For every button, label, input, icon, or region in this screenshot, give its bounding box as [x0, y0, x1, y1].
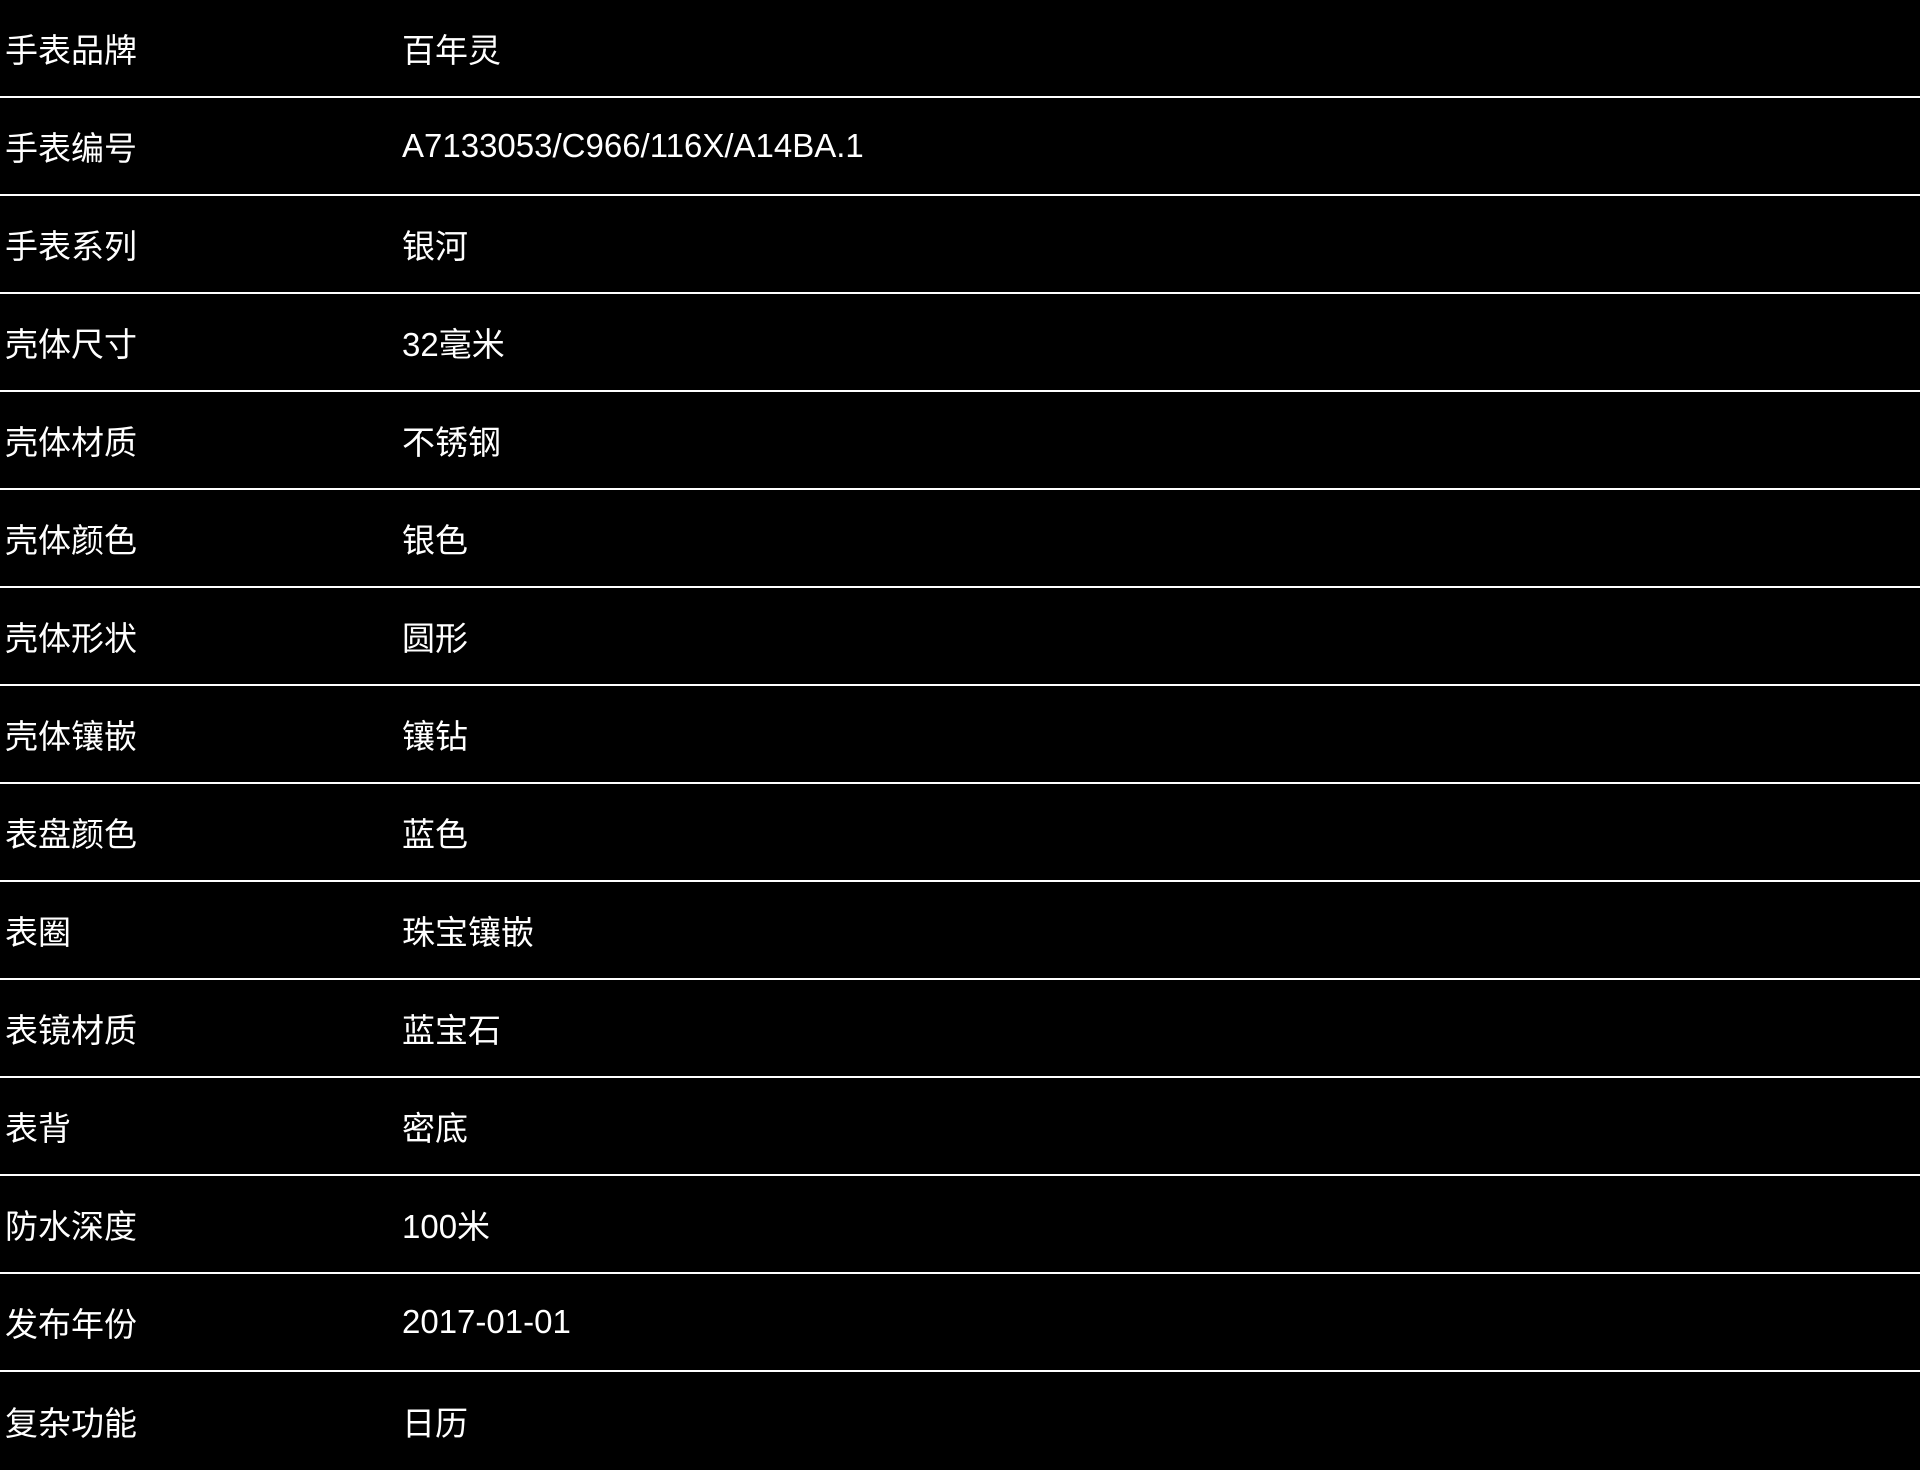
row-value: 镶钻	[402, 718, 468, 755]
table-row: 发布年份 2017-01-01	[0, 1274, 1920, 1372]
row-value: 不锈钢	[402, 424, 501, 461]
table-row: 表盘颜色 蓝色	[0, 784, 1920, 882]
row-label: 壳体尺寸	[5, 326, 137, 363]
row-value: 银河	[402, 228, 468, 265]
row-value: 百年灵	[402, 32, 501, 69]
table-row: 壳体颜色 银色	[0, 490, 1920, 588]
table-row: 壳体尺寸 32毫米	[0, 294, 1920, 392]
table-row: 手表品牌 百年灵	[0, 0, 1920, 98]
table-row: 表圈 珠宝镶嵌	[0, 882, 1920, 980]
table-row: 复杂功能 日历	[0, 1372, 1920, 1470]
row-value: 100米	[402, 1208, 491, 1245]
table-row: 表背 密底	[0, 1078, 1920, 1176]
table-row: 手表系列 银河	[0, 196, 1920, 294]
table-row: 壳体形状 圆形	[0, 588, 1920, 686]
row-label: 表圈	[5, 914, 71, 951]
row-value: 珠宝镶嵌	[402, 914, 534, 951]
row-label: 壳体颜色	[5, 522, 137, 559]
table-row: 防水深度 100米	[0, 1176, 1920, 1274]
row-label: 防水深度	[5, 1208, 137, 1245]
row-value: 蓝色	[402, 816, 468, 853]
table-row: 手表编号 A7133053/C966/116X/A14BA.1	[0, 98, 1920, 196]
row-value: 2017-01-01	[402, 1303, 571, 1340]
table-row: 壳体镶嵌 镶钻	[0, 686, 1920, 784]
table-row: 壳体材质 不锈钢	[0, 392, 1920, 490]
row-value: 密底	[402, 1110, 468, 1147]
row-label: 壳体材质	[5, 424, 137, 461]
row-value: 银色	[402, 522, 468, 559]
row-label: 表镜材质	[5, 1012, 137, 1049]
row-value: A7133053/C966/116X/A14BA.1	[402, 127, 864, 164]
table-row: 表镜材质 蓝宝石	[0, 980, 1920, 1078]
row-label: 壳体镶嵌	[5, 718, 137, 755]
row-value: 日历	[402, 1405, 468, 1442]
row-label: 手表编号	[5, 130, 137, 167]
row-label: 手表品牌	[5, 32, 137, 69]
row-label: 表盘颜色	[5, 816, 137, 853]
row-label: 手表系列	[5, 228, 137, 265]
row-value: 32毫米	[402, 326, 505, 363]
row-value: 圆形	[402, 620, 468, 657]
row-value: 蓝宝石	[402, 1012, 501, 1049]
row-label: 复杂功能	[5, 1405, 137, 1442]
row-label: 发布年份	[5, 1306, 137, 1343]
row-label: 壳体形状	[5, 620, 137, 657]
row-label: 表背	[5, 1110, 71, 1147]
